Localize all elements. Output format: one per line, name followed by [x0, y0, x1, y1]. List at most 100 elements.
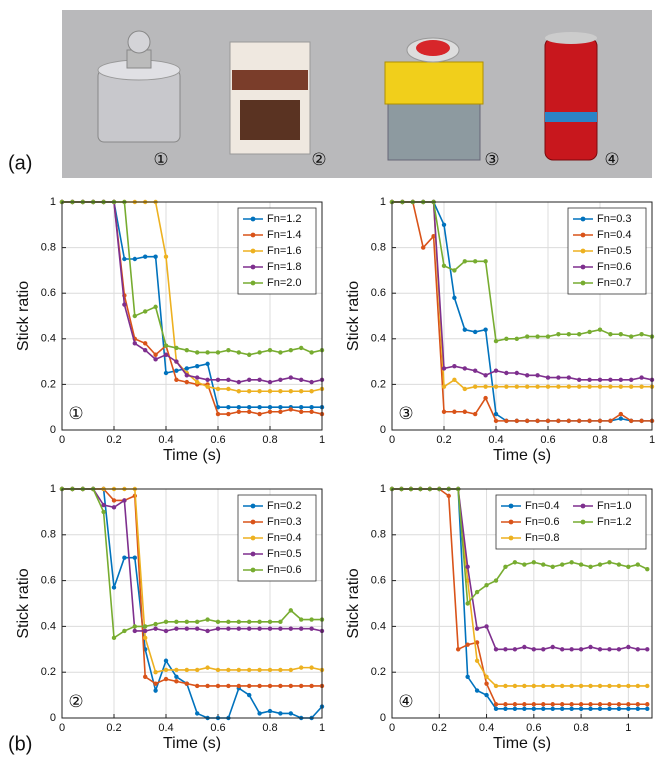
data-point [525, 418, 530, 424]
data-point [278, 350, 283, 355]
chart: 0 0.2 0.4 0.6 0.8 1 0 0.2 0.4 0.6 0.8 1 Time (s) Stic… [345, 483, 653, 752]
data-point [512, 560, 518, 565]
data-point [629, 334, 634, 339]
data-point [309, 665, 314, 670]
data-point [153, 670, 158, 675]
chart: 0 0.2 0.4 0.6 0.8 1 0 0.2 0.4 0.6 0.8 1 Time (s) Stic… [345, 196, 655, 464]
x-tick-label: 0.8 [262, 434, 277, 446]
data-point [143, 309, 148, 314]
data-point [607, 706, 612, 712]
x-tick-label: 0.2 [106, 434, 121, 446]
data-point [629, 384, 634, 389]
data-point [288, 667, 293, 673]
data-point [452, 268, 457, 273]
legend-label: Fn=1.6 [267, 245, 302, 257]
y-tick-label: 0.4 [371, 333, 386, 345]
data-point [616, 683, 622, 689]
data-point [236, 683, 241, 689]
data-point [645, 702, 650, 707]
data-point [278, 405, 283, 410]
y-tick-label: 0.4 [371, 620, 386, 632]
data-point [514, 384, 519, 389]
x-tick-label: 0.8 [262, 722, 277, 734]
data-point [522, 702, 527, 707]
data-point [474, 640, 480, 645]
data-point [541, 562, 546, 567]
data-point [267, 409, 273, 414]
data-point [257, 411, 262, 417]
data-point [267, 348, 273, 353]
data-point [559, 562, 565, 567]
x-tick-label: 0.2 [106, 722, 121, 734]
data-point [503, 683, 508, 689]
data-point [226, 377, 231, 383]
data-point [257, 626, 262, 631]
data-point [184, 379, 189, 385]
data-point [174, 679, 179, 684]
data-point [545, 375, 551, 380]
data-point [205, 384, 210, 389]
data-point [184, 373, 189, 378]
data-point [452, 409, 457, 414]
data-point [174, 345, 179, 351]
data-point [132, 313, 137, 319]
data-point [618, 332, 623, 337]
data-point [597, 683, 603, 689]
data-point [132, 256, 137, 262]
data-point [503, 564, 508, 570]
data-point [535, 384, 540, 389]
photo-panel: ① ② ③ ④ [62, 10, 652, 178]
legend-label: Fn=0.8 [525, 532, 560, 544]
data-point [483, 384, 488, 389]
legend-marker [250, 248, 256, 254]
legend-label: Fn=0.6 [267, 564, 302, 576]
data-point [299, 345, 304, 351]
data-point [122, 628, 127, 634]
object-label: ③ [484, 150, 499, 170]
data-point [525, 334, 530, 339]
data-point [531, 702, 537, 707]
data-point [215, 350, 221, 355]
data-point [163, 254, 169, 259]
data-point [247, 409, 252, 414]
data-point [309, 409, 314, 414]
data-point [195, 619, 200, 625]
data-point [299, 626, 304, 631]
x-tick-label: 1 [319, 722, 325, 734]
data-point [215, 667, 221, 673]
data-point [483, 327, 488, 332]
x-tick-label: 0 [389, 722, 395, 734]
legend-label: Fn=1.2 [597, 516, 632, 528]
x-axis-label: Time (s) [493, 735, 551, 752]
data-point [247, 626, 252, 631]
data-point [559, 683, 565, 689]
data-point [174, 619, 179, 625]
data-point [577, 377, 582, 383]
data-point [143, 674, 148, 679]
legend-label: Fn=1.2 [267, 213, 302, 225]
x-tick-label: 1 [649, 434, 655, 446]
data-point [618, 384, 623, 389]
data-point [462, 259, 467, 264]
data-point [531, 647, 537, 652]
legend-marker [250, 519, 256, 525]
y-axis-label: Stick ratio [345, 281, 362, 351]
data-point [512, 706, 518, 712]
data-point [111, 505, 117, 510]
data-point [184, 348, 189, 353]
data-point [645, 683, 650, 689]
data-point [503, 706, 508, 712]
data-point [288, 711, 293, 716]
data-point [607, 702, 612, 707]
data-point [226, 683, 231, 689]
data-point [578, 683, 584, 689]
data-point [474, 626, 480, 631]
y-tick-label: 0.6 [371, 287, 386, 299]
y-tick-label: 0.6 [41, 287, 56, 299]
x-axis-label: Time (s) [493, 447, 551, 464]
x-tick-label: 0.4 [158, 434, 173, 446]
y-tick-label: 0 [380, 712, 386, 724]
data-point [597, 562, 603, 567]
legend-label: Fn=0.6 [525, 516, 560, 528]
data-point [267, 667, 273, 673]
